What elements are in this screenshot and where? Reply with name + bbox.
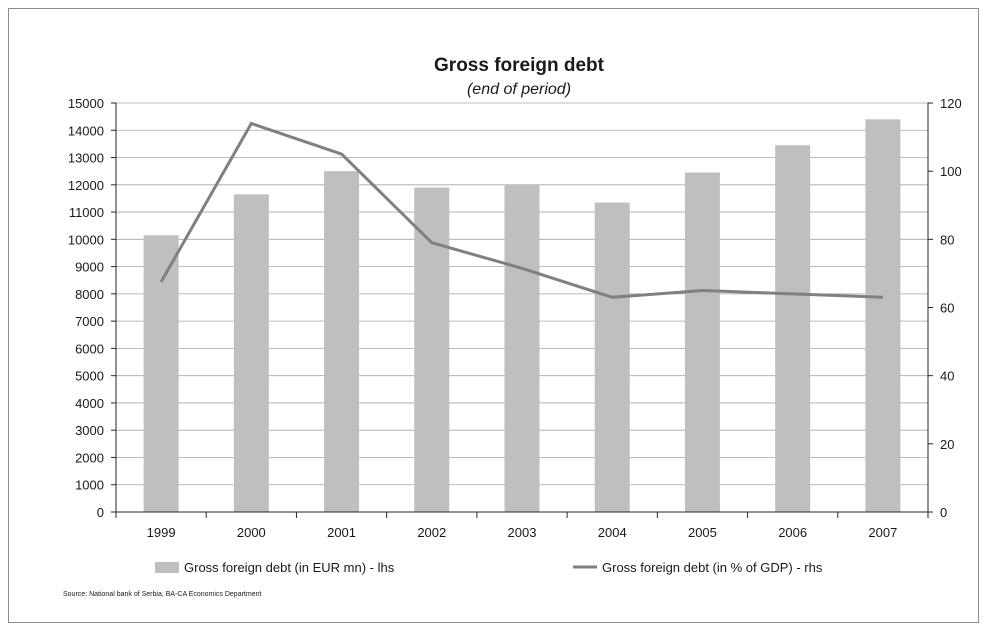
left-tick-label: 1000: [75, 478, 104, 493]
x-tick-label: 1999: [147, 525, 176, 540]
left-tick-label: 14000: [68, 123, 104, 138]
bar: [233, 194, 269, 513]
right-tick-label: 60: [940, 301, 954, 316]
x-tick-label: 2000: [237, 525, 266, 540]
left-tick-label: 2000: [75, 450, 104, 465]
axes: [111, 102, 933, 518]
bar: [143, 235, 179, 512]
left-tick-label: 4000: [75, 396, 104, 411]
chart-title: Gross foreign debt: [434, 55, 605, 76]
left-tick-label: 9000: [75, 260, 104, 275]
left-tick-label: 7000: [75, 314, 104, 329]
left-tick-label: 5000: [75, 369, 104, 384]
right-tick-label: 0: [940, 505, 947, 520]
right-tick-label: 100: [940, 164, 962, 179]
right-axis-ticks: 0 20 40 60 80 100 120: [940, 96, 962, 520]
bar-series: [143, 119, 901, 513]
legend-line-label: Gross foreign debt (in % of GDP) - rhs: [602, 560, 823, 575]
source-note: Source: National bank of Serbia, BA-CA E…: [63, 591, 261, 598]
chart: Gross foreign debt (end of period) 01000…: [63, 55, 962, 598]
bar: [865, 119, 901, 513]
legend: Gross foreign debt (in EUR mn) - lhs Gro…: [155, 560, 823, 575]
x-axis-ticks: 1999 2000 2001 2002 2003 2004 2005 2006 2007: [147, 525, 898, 540]
left-tick-label: 13000: [68, 151, 104, 166]
x-tick-label: 2001: [327, 525, 356, 540]
chart-subtitle: (end of period): [467, 81, 571, 98]
left-tick-label: 15000: [68, 96, 104, 111]
x-tick-label: 2007: [868, 525, 897, 540]
left-tick-label: 12000: [68, 178, 104, 193]
x-tick-label: 2003: [508, 525, 537, 540]
left-tick-label: 11000: [69, 205, 104, 220]
left-tick-label: 6000: [75, 341, 104, 356]
right-tick-label: 40: [940, 369, 954, 384]
x-tick-label: 2002: [417, 525, 446, 540]
line-series: [159, 121, 883, 299]
x-tick-label: 2004: [598, 525, 627, 540]
left-tick-label: 3000: [75, 423, 104, 438]
left-tick-label: 0: [97, 505, 104, 520]
bar: [775, 145, 811, 512]
right-tick-label: 120: [940, 96, 962, 111]
left-tick-label: 10000: [68, 232, 104, 247]
bar: [504, 184, 540, 513]
legend-bar-label: Gross foreign debt (in EUR mn) - lhs: [184, 560, 395, 575]
chart-frame: Gross foreign debt (end of period) 0 1000…: [8, 8, 979, 623]
left-axis-ticks: 0 1000 2000 3000 4000 5000 6000 7000 8000 9000 100…: [68, 96, 104, 520]
x-tick-label: 2006: [778, 525, 807, 540]
left-tick-label: 8000: [75, 287, 104, 302]
legend-bar-swatch: [155, 562, 179, 573]
x-tick-label: 2005: [688, 525, 717, 540]
right-tick-label: 20: [940, 437, 954, 452]
bar: [684, 172, 720, 512]
bar: [594, 202, 630, 513]
bar: [324, 171, 360, 512]
bar: [414, 187, 450, 512]
right-tick-label: 80: [940, 232, 954, 247]
